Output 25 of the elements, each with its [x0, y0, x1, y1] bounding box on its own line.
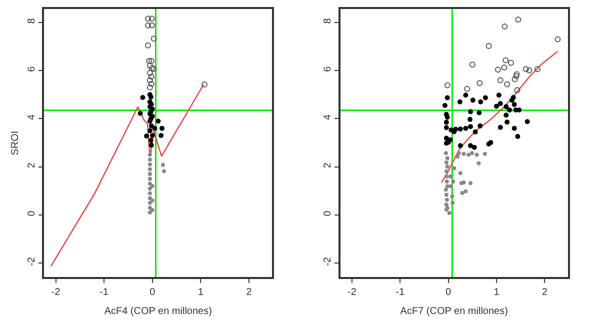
y-axis-title: SROI [10, 130, 21, 156]
x-tick-label: 2 [542, 286, 548, 298]
x-tick-label: -1 [100, 286, 109, 298]
y-tick-label: 2 [322, 162, 334, 168]
x-tick-label: 1 [198, 286, 204, 298]
y-tick-label: 8 [26, 18, 38, 24]
y-tick-label: 0 [322, 210, 334, 216]
x-tick-label: -2 [348, 286, 357, 298]
y-tick-label: 6 [26, 66, 38, 72]
x-axis-title: AcF7 (COP en millones) [400, 306, 508, 317]
x-tick-label: 2 [246, 286, 252, 298]
x-tick-label: 0 [446, 286, 452, 298]
y-tick-label: -2 [322, 256, 334, 266]
x-tick-label: 1 [494, 286, 500, 298]
y-tick-label: 2 [26, 162, 38, 168]
x-tick-label: -1 [396, 286, 406, 298]
x-tick-label: -2 [51, 286, 61, 298]
y-tick-label: 6 [322, 66, 334, 72]
x-tick-label: 0 [150, 286, 156, 298]
y-tick-label: 8 [322, 18, 334, 24]
y-tick-label: -2 [26, 256, 38, 266]
x-axis-title: AcF4 (COP en millones) [104, 306, 212, 317]
y-tick-label: 4 [26, 114, 38, 120]
y-tick-label: 4 [322, 114, 334, 120]
y-tick-label: 0 [26, 210, 38, 216]
